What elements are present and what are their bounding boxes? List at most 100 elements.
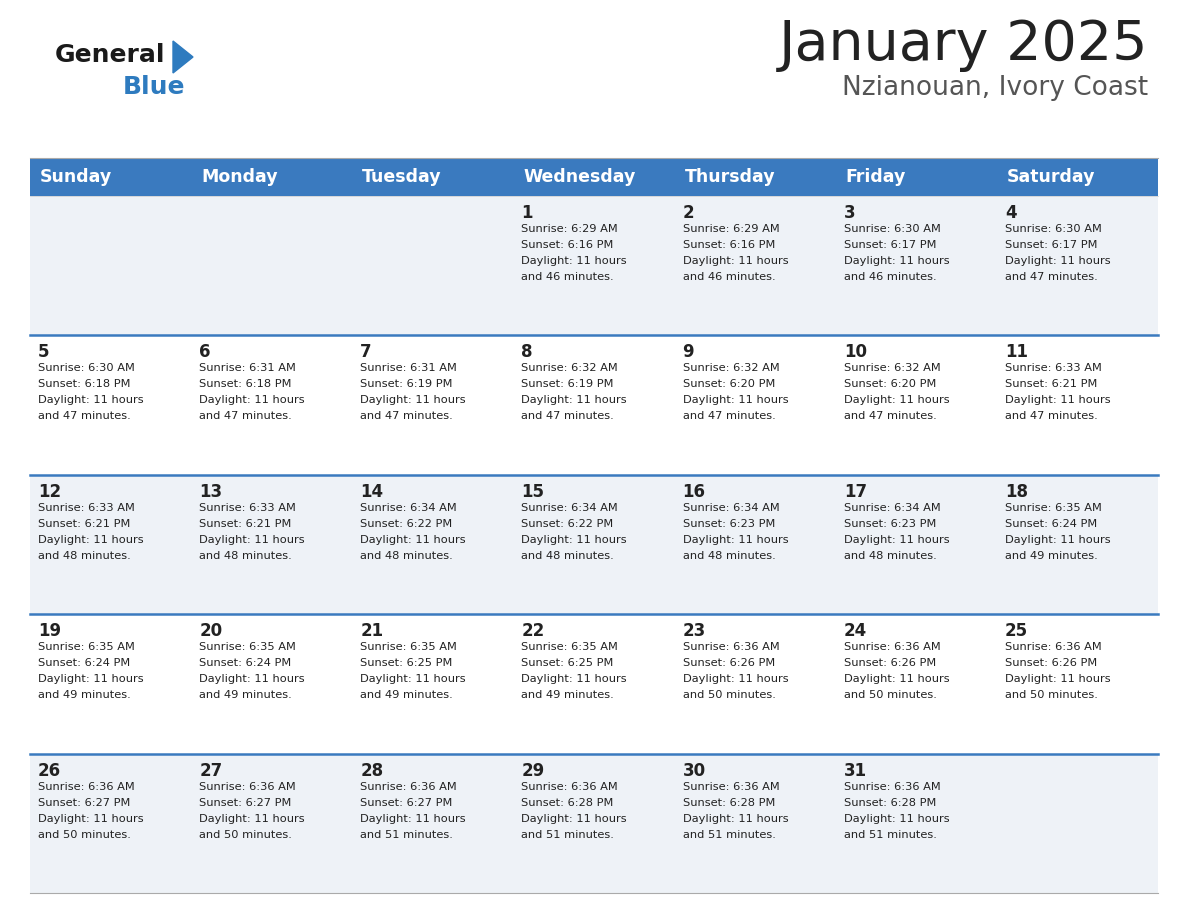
- Text: Daylight: 11 hours: Daylight: 11 hours: [522, 256, 627, 266]
- Text: Daylight: 11 hours: Daylight: 11 hours: [683, 535, 788, 544]
- Text: and 48 minutes.: and 48 minutes.: [522, 551, 614, 561]
- Text: Blue: Blue: [124, 75, 185, 99]
- Text: and 48 minutes.: and 48 minutes.: [843, 551, 936, 561]
- Text: Sunrise: 6:29 AM: Sunrise: 6:29 AM: [683, 224, 779, 234]
- Text: Sunrise: 6:30 AM: Sunrise: 6:30 AM: [1005, 224, 1101, 234]
- Text: and 47 minutes.: and 47 minutes.: [522, 411, 614, 421]
- Text: 23: 23: [683, 622, 706, 640]
- Text: and 47 minutes.: and 47 minutes.: [1005, 272, 1098, 282]
- Text: Sunset: 6:22 PM: Sunset: 6:22 PM: [360, 519, 453, 529]
- Text: 3: 3: [843, 204, 855, 222]
- Text: Daylight: 11 hours: Daylight: 11 hours: [843, 256, 949, 266]
- Text: Sunset: 6:23 PM: Sunset: 6:23 PM: [683, 519, 775, 529]
- Text: 28: 28: [360, 762, 384, 779]
- Text: Sunrise: 6:32 AM: Sunrise: 6:32 AM: [683, 364, 779, 374]
- Text: 1: 1: [522, 204, 533, 222]
- Text: 6: 6: [200, 343, 210, 362]
- Text: Sunrise: 6:33 AM: Sunrise: 6:33 AM: [38, 503, 135, 513]
- Text: 7: 7: [360, 343, 372, 362]
- Text: and 51 minutes.: and 51 minutes.: [683, 830, 776, 840]
- Text: 14: 14: [360, 483, 384, 501]
- Text: Sunset: 6:28 PM: Sunset: 6:28 PM: [843, 798, 936, 808]
- Text: 17: 17: [843, 483, 867, 501]
- Bar: [30, 754, 1158, 893]
- Text: Monday: Monday: [201, 168, 278, 186]
- Text: Sunset: 6:28 PM: Sunset: 6:28 PM: [522, 798, 614, 808]
- Text: Sunset: 6:27 PM: Sunset: 6:27 PM: [200, 798, 291, 808]
- Text: 24: 24: [843, 622, 867, 640]
- Text: and 47 minutes.: and 47 minutes.: [1005, 411, 1098, 421]
- Text: Daylight: 11 hours: Daylight: 11 hours: [1005, 396, 1111, 406]
- Text: 29: 29: [522, 762, 544, 779]
- Text: Daylight: 11 hours: Daylight: 11 hours: [522, 674, 627, 684]
- Text: Sunset: 6:17 PM: Sunset: 6:17 PM: [1005, 240, 1098, 250]
- Text: Sunset: 6:20 PM: Sunset: 6:20 PM: [683, 379, 775, 389]
- Text: Sunrise: 6:36 AM: Sunrise: 6:36 AM: [522, 781, 618, 791]
- Text: Daylight: 11 hours: Daylight: 11 hours: [843, 535, 949, 544]
- Text: Sunrise: 6:36 AM: Sunrise: 6:36 AM: [843, 781, 941, 791]
- Text: Daylight: 11 hours: Daylight: 11 hours: [200, 813, 305, 823]
- Text: Sunrise: 6:36 AM: Sunrise: 6:36 AM: [1005, 643, 1101, 652]
- Text: Sunrise: 6:36 AM: Sunrise: 6:36 AM: [683, 643, 779, 652]
- Text: 25: 25: [1005, 622, 1028, 640]
- Text: 31: 31: [843, 762, 867, 779]
- Text: Sunrise: 6:36 AM: Sunrise: 6:36 AM: [360, 781, 457, 791]
- Text: Sunset: 6:20 PM: Sunset: 6:20 PM: [843, 379, 936, 389]
- Text: 20: 20: [200, 622, 222, 640]
- Text: Daylight: 11 hours: Daylight: 11 hours: [360, 535, 466, 544]
- Text: Sunset: 6:24 PM: Sunset: 6:24 PM: [1005, 519, 1097, 529]
- Text: and 50 minutes.: and 50 minutes.: [1005, 690, 1098, 700]
- Text: and 49 minutes.: and 49 minutes.: [360, 690, 453, 700]
- Text: 8: 8: [522, 343, 533, 362]
- Text: Sunrise: 6:35 AM: Sunrise: 6:35 AM: [38, 643, 135, 652]
- Text: and 48 minutes.: and 48 minutes.: [360, 551, 453, 561]
- Text: Wednesday: Wednesday: [524, 168, 636, 186]
- Text: and 49 minutes.: and 49 minutes.: [522, 690, 614, 700]
- Text: and 50 minutes.: and 50 minutes.: [683, 690, 776, 700]
- Text: 13: 13: [200, 483, 222, 501]
- Text: and 46 minutes.: and 46 minutes.: [683, 272, 776, 282]
- Text: Daylight: 11 hours: Daylight: 11 hours: [1005, 535, 1111, 544]
- Text: Sunrise: 6:35 AM: Sunrise: 6:35 AM: [360, 643, 457, 652]
- Text: Sunset: 6:21 PM: Sunset: 6:21 PM: [38, 519, 131, 529]
- Text: Sunrise: 6:36 AM: Sunrise: 6:36 AM: [200, 781, 296, 791]
- Text: and 50 minutes.: and 50 minutes.: [200, 830, 292, 840]
- Text: and 50 minutes.: and 50 minutes.: [843, 690, 936, 700]
- Text: Daylight: 11 hours: Daylight: 11 hours: [1005, 674, 1111, 684]
- Text: Sunday: Sunday: [40, 168, 112, 186]
- Text: January 2025: January 2025: [778, 18, 1148, 72]
- Text: Sunrise: 6:31 AM: Sunrise: 6:31 AM: [360, 364, 457, 374]
- Text: Sunrise: 6:34 AM: Sunrise: 6:34 AM: [360, 503, 457, 513]
- Text: Sunrise: 6:34 AM: Sunrise: 6:34 AM: [522, 503, 618, 513]
- Text: 27: 27: [200, 762, 222, 779]
- Text: Sunrise: 6:35 AM: Sunrise: 6:35 AM: [1005, 503, 1101, 513]
- Text: Tuesday: Tuesday: [362, 168, 442, 186]
- Text: Sunrise: 6:32 AM: Sunrise: 6:32 AM: [522, 364, 618, 374]
- Text: Sunset: 6:18 PM: Sunset: 6:18 PM: [200, 379, 291, 389]
- Bar: [30, 196, 1158, 335]
- Bar: [30, 335, 1158, 475]
- Text: Daylight: 11 hours: Daylight: 11 hours: [522, 535, 627, 544]
- Text: and 51 minutes.: and 51 minutes.: [522, 830, 614, 840]
- Text: 21: 21: [360, 622, 384, 640]
- Text: Daylight: 11 hours: Daylight: 11 hours: [1005, 256, 1111, 266]
- Text: Daylight: 11 hours: Daylight: 11 hours: [38, 535, 144, 544]
- Text: Daylight: 11 hours: Daylight: 11 hours: [38, 674, 144, 684]
- Text: Sunset: 6:18 PM: Sunset: 6:18 PM: [38, 379, 131, 389]
- Text: Daylight: 11 hours: Daylight: 11 hours: [683, 674, 788, 684]
- Text: Sunset: 6:26 PM: Sunset: 6:26 PM: [843, 658, 936, 668]
- Text: and 50 minutes.: and 50 minutes.: [38, 830, 131, 840]
- Text: and 46 minutes.: and 46 minutes.: [522, 272, 614, 282]
- Text: Sunset: 6:21 PM: Sunset: 6:21 PM: [200, 519, 291, 529]
- Text: and 51 minutes.: and 51 minutes.: [360, 830, 453, 840]
- Text: Sunrise: 6:30 AM: Sunrise: 6:30 AM: [843, 224, 941, 234]
- Text: Sunset: 6:27 PM: Sunset: 6:27 PM: [38, 798, 131, 808]
- Text: Sunset: 6:16 PM: Sunset: 6:16 PM: [683, 240, 775, 250]
- Text: and 51 minutes.: and 51 minutes.: [843, 830, 936, 840]
- Text: Sunrise: 6:34 AM: Sunrise: 6:34 AM: [683, 503, 779, 513]
- Text: and 49 minutes.: and 49 minutes.: [200, 690, 292, 700]
- Text: Sunrise: 6:35 AM: Sunrise: 6:35 AM: [522, 643, 618, 652]
- Text: Nzianouan, Ivory Coast: Nzianouan, Ivory Coast: [842, 75, 1148, 101]
- Text: 26: 26: [38, 762, 61, 779]
- Bar: [30, 475, 1158, 614]
